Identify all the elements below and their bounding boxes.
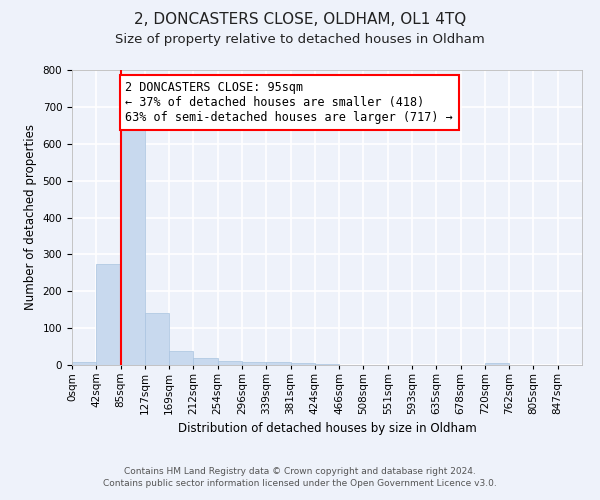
Bar <box>145 314 169 365</box>
Bar <box>315 364 339 365</box>
Bar <box>218 360 242 365</box>
Text: Size of property relative to detached houses in Oldham: Size of property relative to detached ho… <box>115 32 485 46</box>
Text: Contains public sector information licensed under the Open Government Licence v3: Contains public sector information licen… <box>103 478 497 488</box>
X-axis label: Distribution of detached houses by size in Oldham: Distribution of detached houses by size … <box>178 422 476 436</box>
Bar <box>290 363 315 365</box>
Bar <box>72 362 96 365</box>
Y-axis label: Number of detached properties: Number of detached properties <box>24 124 37 310</box>
Text: Contains HM Land Registry data © Crown copyright and database right 2024.: Contains HM Land Registry data © Crown c… <box>124 467 476 476</box>
Bar <box>121 129 145 365</box>
Bar <box>169 351 193 365</box>
Bar <box>266 362 290 365</box>
Text: 2, DONCASTERS CLOSE, OLDHAM, OL1 4TQ: 2, DONCASTERS CLOSE, OLDHAM, OL1 4TQ <box>134 12 466 28</box>
Text: 2 DONCASTERS CLOSE: 95sqm
← 37% of detached houses are smaller (418)
63% of semi: 2 DONCASTERS CLOSE: 95sqm ← 37% of detac… <box>125 81 453 124</box>
Bar <box>485 363 509 365</box>
Bar <box>242 362 266 365</box>
Bar <box>193 358 218 365</box>
Bar <box>96 264 121 365</box>
